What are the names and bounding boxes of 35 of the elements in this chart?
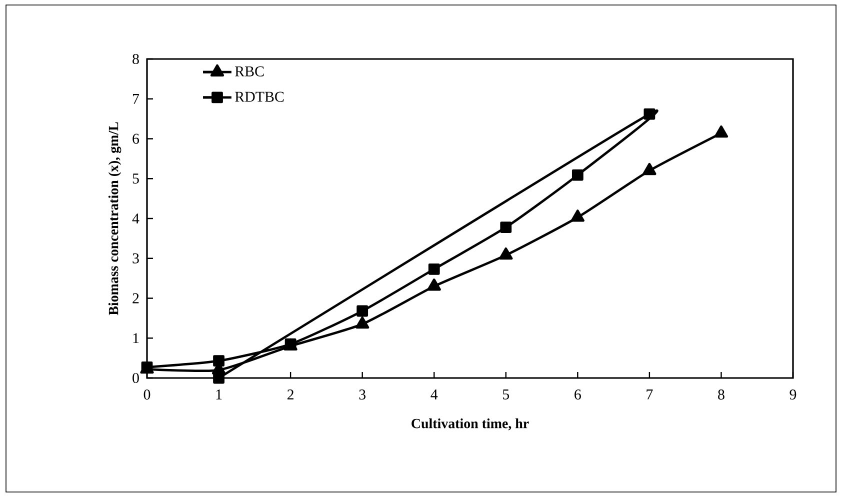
y-tick-label: 3 (132, 253, 139, 264)
y-tick-label: 4 (132, 214, 140, 224)
y-tick-label: 5 (132, 174, 139, 184)
x-axis-title: Cultivation time, hr (412, 418, 529, 430)
x-tick-label: 9 (790, 390, 796, 400)
y-tick-label: 6 (132, 134, 140, 144)
point (642, 162, 656, 176)
point (428, 263, 440, 275)
x-tick-label: 2 (287, 390, 294, 400)
point (500, 222, 512, 233)
y-tick-label: 8 (132, 54, 139, 64)
point (499, 247, 513, 260)
x-tick-label: 8 (718, 390, 724, 400)
x-tick-label: 7 (646, 390, 653, 400)
point (356, 305, 368, 317)
x-tick-label: 1 (216, 390, 222, 400)
point (570, 210, 584, 222)
point (714, 125, 728, 138)
point (213, 355, 224, 367)
point (572, 169, 584, 181)
legend-label: RBC (235, 66, 264, 76)
y-tick-label: 2 (132, 293, 139, 304)
y-axis-title: Biomass concentration (x), gm/L (108, 122, 122, 316)
y-tick-label: 0 (132, 372, 139, 384)
y-tick-label: 1 (133, 333, 139, 344)
x-tick-label: 5 (503, 390, 510, 400)
x-tick-label: 0 (144, 390, 150, 400)
x-tick-label: 4 (430, 390, 438, 400)
point (427, 278, 441, 291)
x-tick-label: 6 (574, 390, 581, 400)
point (644, 108, 656, 120)
legend-label: RDTBC (235, 92, 284, 102)
x-tick-label: 3 (359, 390, 366, 400)
point (356, 316, 370, 329)
y-tick-label: 7 (132, 94, 140, 104)
